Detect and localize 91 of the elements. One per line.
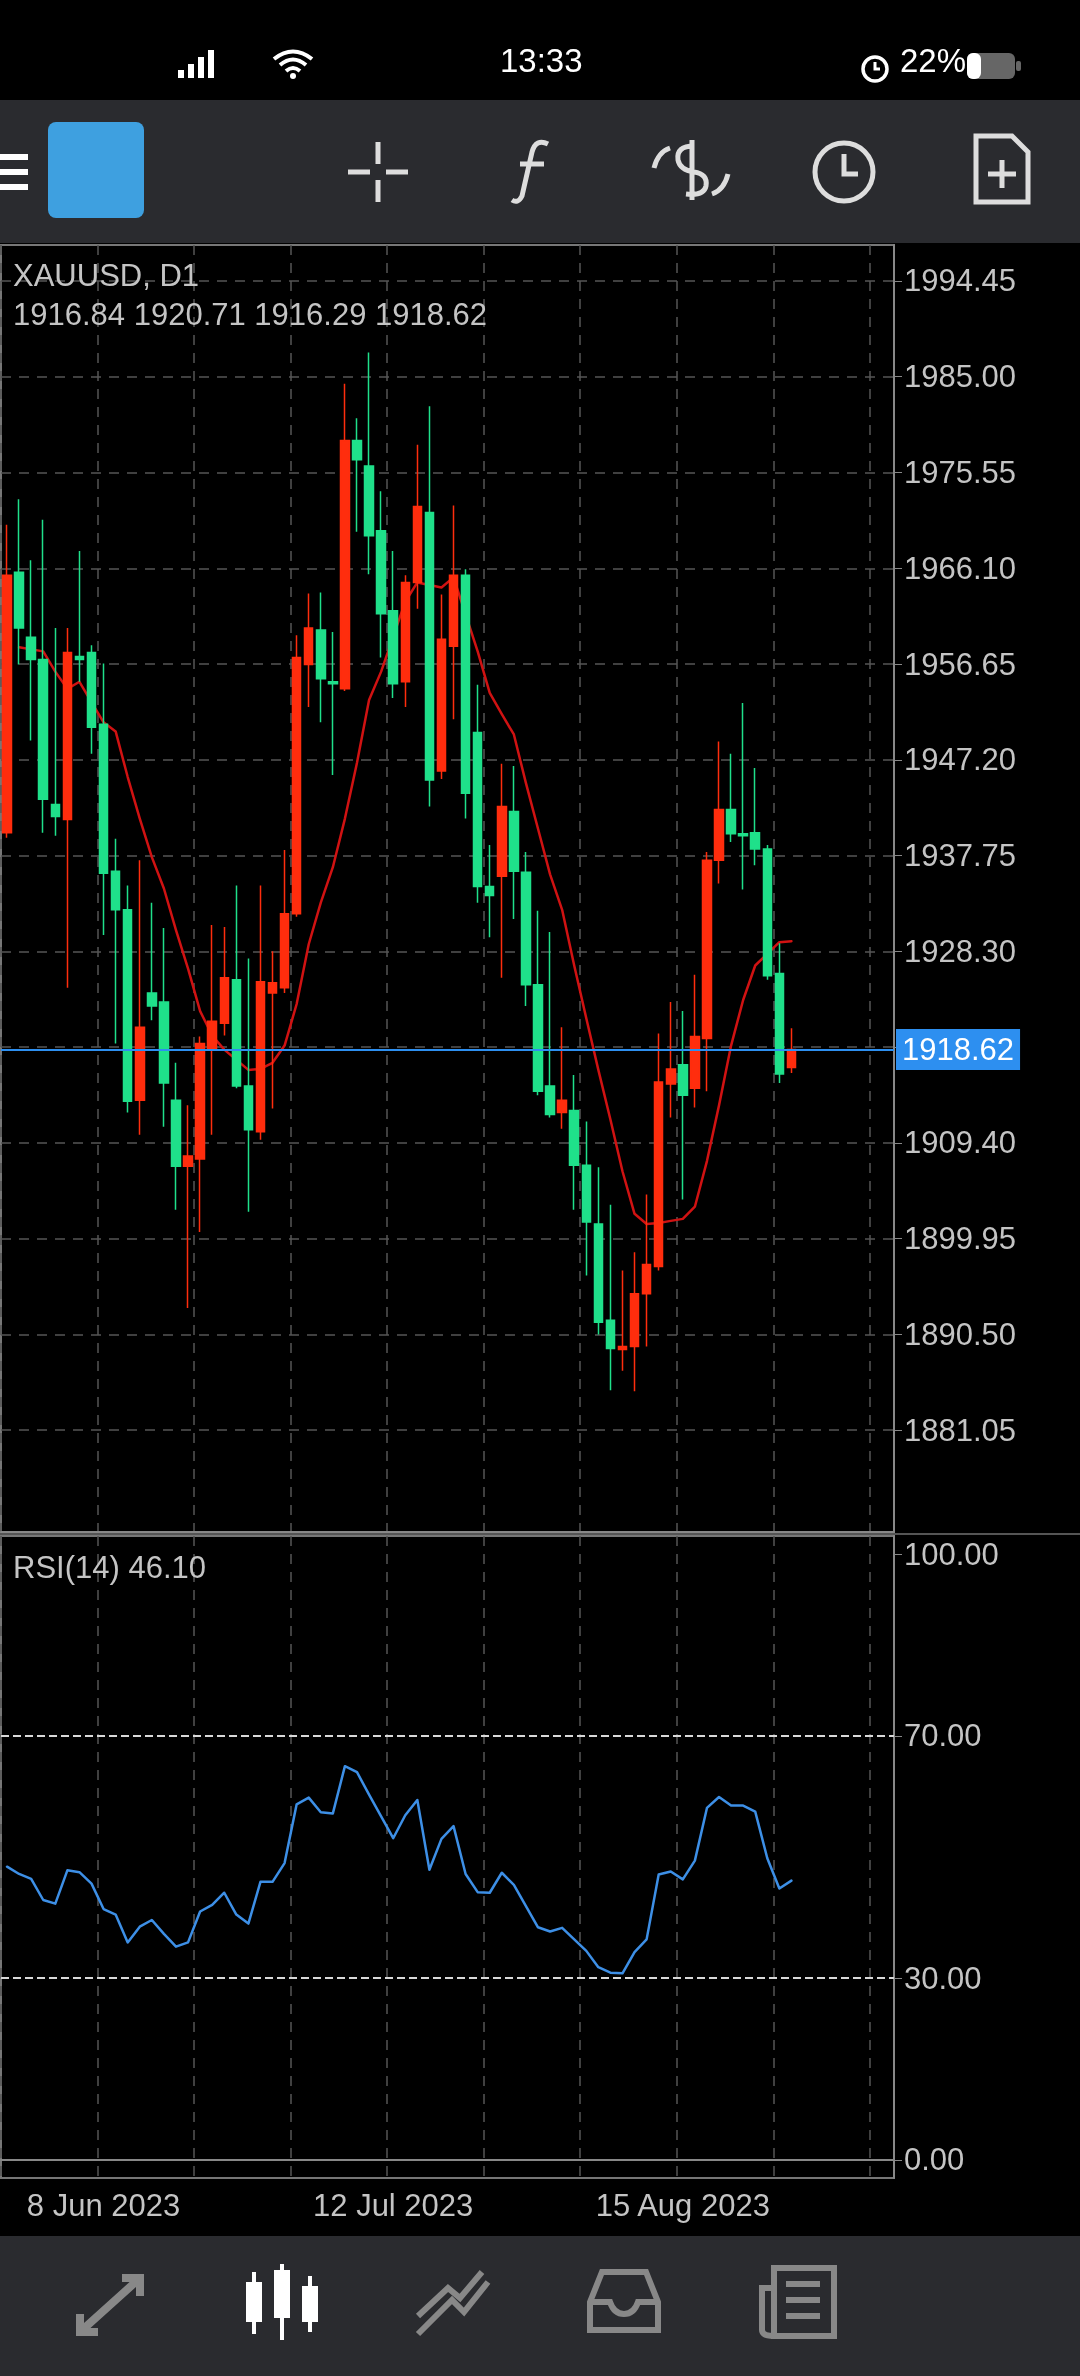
y-tick-label: 30.00	[904, 1960, 982, 1996]
candlestick	[50, 627, 61, 837]
candlestick	[86, 644, 97, 755]
y-tick-label: 1975.55	[904, 455, 1017, 491]
candlestick	[387, 550, 399, 699]
y-tick-label: 1909.40	[904, 1125, 1017, 1161]
candlestick	[339, 383, 351, 692]
candlestick	[158, 927, 170, 1128]
candlestick	[327, 631, 339, 776]
text: RSI(14) 46.10	[13, 1550, 206, 1585]
candlestick	[593, 1166, 604, 1336]
candlestick	[170, 1062, 182, 1211]
candlestick	[134, 859, 146, 1136]
candlestick	[617, 1269, 628, 1372]
ref-line-label: 1918.62	[902, 1031, 1015, 1067]
candlestick	[363, 351, 375, 576]
line-series	[5, 1764, 793, 1975]
y-tick-label: 70.00	[904, 1718, 982, 1754]
candlestick	[231, 884, 242, 1089]
candlestick	[701, 851, 713, 1092]
candlestick	[424, 405, 435, 808]
candlestick	[243, 957, 254, 1213]
candlestick	[713, 740, 725, 885]
candlestick	[291, 634, 302, 918]
candlestick	[725, 752, 737, 843]
y-tick-label: 1956.65	[904, 646, 1017, 682]
y-tick-label: 1881.05	[904, 1412, 1017, 1448]
candlestick	[146, 901, 158, 1021]
candlestick	[448, 504, 459, 721]
candlestick	[556, 1026, 568, 1130]
candlestick	[749, 767, 761, 866]
candlestick	[74, 550, 85, 683]
candlestick	[206, 924, 218, 1136]
candlestick	[412, 443, 423, 610]
candlestick	[508, 765, 520, 920]
chart-title: XAUUSD, D1	[13, 258, 200, 293]
candlestick	[629, 1251, 640, 1392]
candlestick	[194, 1035, 206, 1233]
candlestick	[665, 1001, 677, 1119]
candlestick	[605, 1203, 616, 1391]
candlestick	[520, 851, 532, 1007]
candlestick	[653, 1032, 664, 1272]
candlestick	[496, 763, 508, 979]
candlestick	[400, 574, 411, 708]
text: 1916.84 1920.71 1916.29 1918.62	[13, 297, 488, 332]
candlestick	[544, 931, 556, 1119]
candlestick	[762, 844, 773, 981]
x-tick-label: 12 Jul 2023	[313, 2188, 474, 2223]
text: 13:33	[500, 42, 583, 80]
x-tick-label: 8 Jun 2023	[26, 2188, 181, 2223]
candlestick	[37, 518, 49, 834]
candlestick	[689, 973, 701, 1109]
candlestick	[774, 942, 785, 1084]
candlestick	[1, 523, 13, 839]
candlestick	[351, 417, 363, 533]
candlestick	[641, 1193, 652, 1348]
y-tick-label: 100.00	[904, 1536, 999, 1572]
y-tick-label: 1937.75	[904, 838, 1017, 874]
y-tick-label: 1947.20	[904, 742, 1017, 778]
candlestick	[484, 844, 495, 938]
y-tick-label: 0.00	[904, 2142, 965, 2178]
candlestick	[110, 838, 121, 1045]
y-tick-label: 1994.45	[904, 263, 1017, 299]
y-tick-label: 1966.10	[904, 550, 1017, 586]
text: 22%	[900, 42, 967, 80]
candlestick	[568, 1074, 580, 1211]
y-tick-label: 1890.50	[904, 1316, 1017, 1352]
candlestick	[436, 593, 447, 780]
candlestick	[25, 559, 37, 742]
y-tick-label: 1928.30	[904, 933, 1017, 969]
candlestick	[375, 490, 387, 659]
y-tick-label: 1899.95	[904, 1221, 1017, 1257]
candlestick	[255, 884, 266, 1141]
x-tick-label: 15 Aug 2023	[595, 2188, 770, 2223]
candlestick	[62, 627, 73, 989]
candlestick	[13, 498, 25, 666]
candlestick	[98, 662, 109, 936]
candlestick	[279, 849, 290, 994]
candlestick	[303, 592, 314, 708]
candlestick	[581, 1120, 592, 1277]
candlestick	[267, 950, 278, 1110]
candlestick	[315, 591, 327, 724]
candlestick	[122, 884, 133, 1114]
candlestick	[677, 1010, 689, 1201]
candlestick	[472, 684, 483, 904]
candlestick	[737, 702, 749, 891]
candlestick	[182, 1104, 194, 1309]
candlestick	[532, 910, 544, 1096]
candlestick	[219, 926, 230, 1037]
candlestick	[460, 568, 471, 820]
y-tick-label: 1985.00	[904, 359, 1017, 395]
